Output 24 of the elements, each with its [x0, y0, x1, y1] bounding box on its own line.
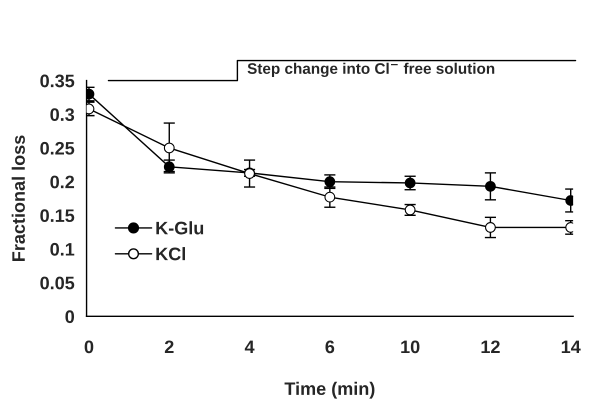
y-tick-label: 0 [65, 310, 74, 324]
legend-label: KCl [156, 247, 185, 260]
y-tick-label: 0.3 [50, 108, 74, 122]
y-axis-title: Fractional loss [12, 136, 25, 261]
x-tick-label: 10 [401, 340, 420, 354]
y-tick-label: 0.25 [40, 142, 74, 155]
legend-label: K-Glu [156, 221, 204, 234]
point [324, 192, 336, 203]
x-axis-title: Time (min) [284, 382, 374, 399]
point [164, 142, 175, 154]
y-tick-label: 0.2 [50, 176, 74, 188]
text: Step change into Cl$^{−}$ free solution [248, 62, 494, 78]
x-tick-label: 0 [84, 340, 94, 354]
y-tick-label: 0.1 [50, 242, 74, 256]
x-tick-label: 12 [482, 340, 500, 354]
x-tick-label: 2 [164, 340, 174, 354]
x-tick-label: 14 [562, 340, 581, 354]
point [485, 222, 496, 233]
y-tick-label: 0.35 [40, 74, 74, 88]
y-tick-label: 0.05 [40, 276, 74, 290]
point [485, 180, 496, 192]
y-tick-label: 0.15 [40, 209, 74, 222]
x-tick-label: 6 [325, 340, 334, 354]
x-tick-label: 4 [244, 340, 254, 354]
